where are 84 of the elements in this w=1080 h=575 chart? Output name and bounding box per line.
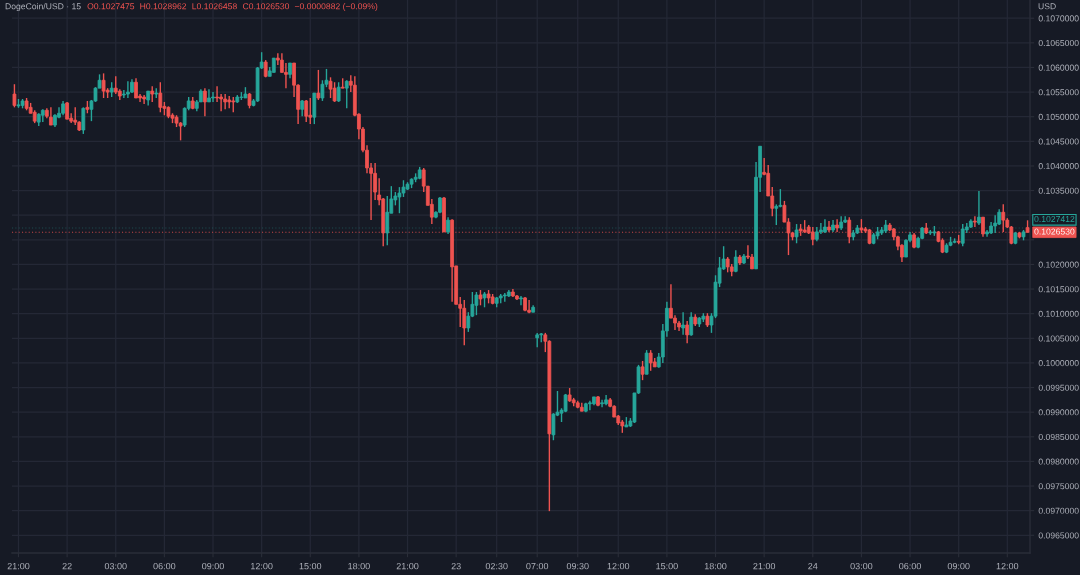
x-tick-label: 09:00 xyxy=(202,562,224,570)
chart-title: DogeCoin/USD · 15 xyxy=(5,2,81,12)
candlestick xyxy=(316,69,321,101)
y-tick-label: 0.1015000 xyxy=(1038,286,1079,293)
y-tick-label: 0.0980000 xyxy=(1038,458,1079,465)
candlestick xyxy=(993,214,998,234)
candlestick xyxy=(203,87,207,117)
x-tick-label: 18:00 xyxy=(704,562,727,570)
candlestick xyxy=(644,349,649,375)
x-tick-label: 07:00 xyxy=(526,562,549,570)
y-axis-title: USD xyxy=(1038,3,1056,10)
candlestick xyxy=(308,97,313,125)
x-tick-label: 22 xyxy=(62,562,72,570)
y-tick-label: 0.0985000 xyxy=(1038,433,1079,440)
y-tick-label: 0.1045000 xyxy=(1038,138,1079,145)
y-tick-label: 0.1035000 xyxy=(1038,187,1079,194)
x-tick-label: 18:00 xyxy=(348,562,370,570)
candlestick xyxy=(640,360,645,381)
candlestick xyxy=(336,81,341,103)
y-tick-label: 0.1040000 xyxy=(1038,163,1079,170)
y-tick-label: 0.1005000 xyxy=(1038,335,1079,342)
candlestick xyxy=(519,295,523,307)
candlestick xyxy=(134,77,138,99)
annotation: O0.1027475 xyxy=(87,3,135,10)
candlestick xyxy=(774,203,779,226)
candlestick xyxy=(101,72,106,99)
y-tick-label: 0.1055000 xyxy=(1038,89,1079,96)
annotation: C0.1026530 xyxy=(242,3,290,10)
candlestick xyxy=(551,412,556,441)
annotation: L0.1026458 xyxy=(192,3,237,10)
y-tick-label: 0.1070000 xyxy=(1038,15,1079,22)
x-tick-label: 15:00 xyxy=(299,562,322,570)
candlestick xyxy=(284,62,288,89)
candlestick xyxy=(685,320,690,344)
y-tick-label: 0.0990000 xyxy=(1038,409,1079,416)
y-tick-label: 0.1060000 xyxy=(1038,64,1079,71)
x-tick-label: 24 xyxy=(808,562,818,570)
candlestick xyxy=(973,215,977,228)
x-tick-label: 02:30 xyxy=(485,562,508,570)
y-tick-label: 0.0995000 xyxy=(1038,384,1079,391)
y-tick-label: 0.1050000 xyxy=(1038,113,1079,120)
candlestick xyxy=(385,195,390,246)
x-tick-label: 12:00 xyxy=(251,562,273,570)
candlestick xyxy=(126,80,130,99)
y-tick-label: 0.1020000 xyxy=(1038,261,1079,268)
x-tick-label: 09:00 xyxy=(947,562,970,570)
x-tick-label: 15:00 xyxy=(656,562,678,570)
candlestick xyxy=(977,190,981,226)
x-tick-label: 23 xyxy=(451,562,461,570)
candlestick xyxy=(648,349,653,372)
x-tick-label: 12:00 xyxy=(996,562,1019,570)
annotation: −0.0000882 (−0.09%) xyxy=(294,2,378,12)
y-tick-label: 0.1000000 xyxy=(1038,360,1079,367)
candlestick xyxy=(81,106,86,135)
y-tick-label: 0.0970000 xyxy=(1038,507,1079,514)
y-tick-label: 0.1010000 xyxy=(1038,310,1079,317)
x-tick-label: 09:30 xyxy=(566,562,589,570)
candlestick xyxy=(588,400,592,411)
ref-line-label: 0.1026530 xyxy=(1034,228,1075,235)
y-tick-label: 0.0975000 xyxy=(1038,483,1079,490)
x-tick-label: 06:00 xyxy=(899,562,921,570)
candlestick xyxy=(681,311,685,336)
y-tick-label: 0.0965000 xyxy=(1038,532,1079,539)
ref-line-label: 0.1027412 xyxy=(1034,215,1075,223)
x-tick-label: 21:00 xyxy=(753,562,776,570)
candlestick xyxy=(158,81,163,113)
y-tick-label: 0.1065000 xyxy=(1038,39,1079,47)
x-tick-label: 21:00 xyxy=(396,562,419,570)
candlestick xyxy=(215,85,219,103)
candlestick xyxy=(527,299,531,314)
annotation: H0.1028962 xyxy=(140,3,187,10)
candlestick xyxy=(211,91,215,103)
x-tick-label: 21:00 xyxy=(7,562,30,570)
candlestick xyxy=(794,223,799,244)
x-tick-label: 03:00 xyxy=(104,562,127,570)
candlestick xyxy=(600,399,604,408)
x-tick-label: 12:00 xyxy=(607,562,630,570)
candlestick xyxy=(474,291,479,316)
candlestick xyxy=(12,83,17,109)
candlestick xyxy=(328,76,333,99)
x-tick-label: 06:00 xyxy=(153,562,176,570)
x-tick-label: 03:00 xyxy=(850,562,873,570)
candlestick xyxy=(462,299,467,346)
candlestick xyxy=(332,81,337,103)
